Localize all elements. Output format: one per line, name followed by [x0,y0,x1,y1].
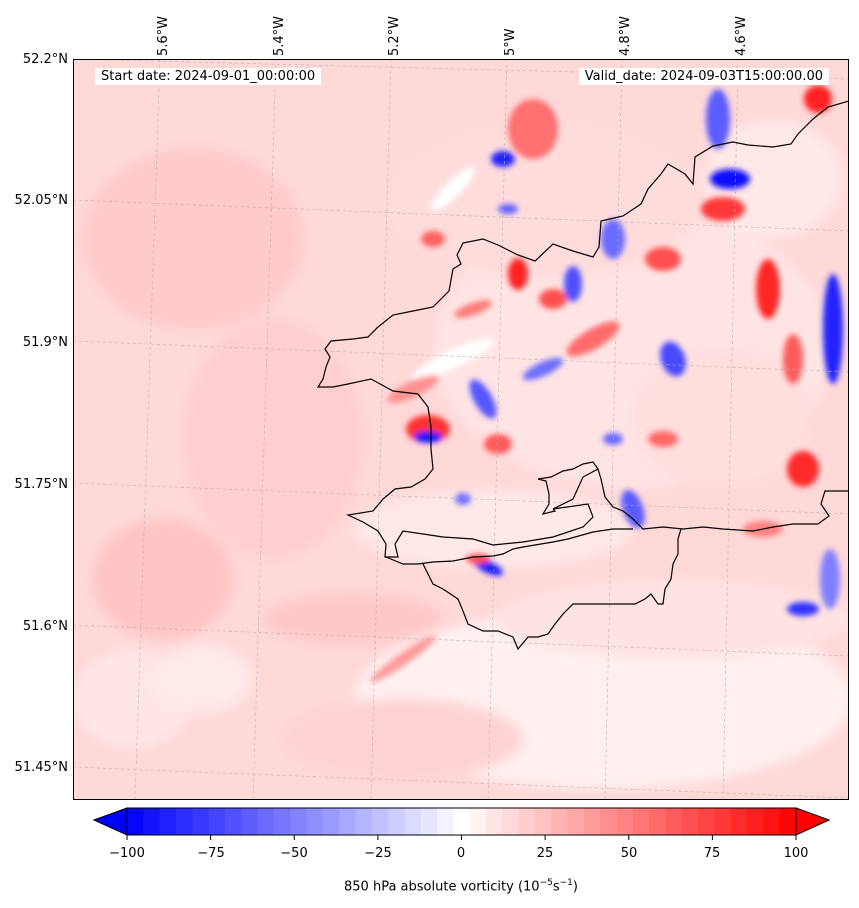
lat-label-51-45: 51.45°N [14,760,68,775]
tick-label-50: 50 [620,846,638,861]
colorbar [92,807,831,840]
tick-label-0: 0 [456,846,466,861]
colorbar-cell [518,808,536,835]
tick-label-minus-25: −25 [364,846,392,861]
colorbar-cell [681,808,699,835]
start-date-label: Start date: 2024-09-01_00:00:00 [95,68,322,85]
tick-label-100: 100 [783,846,809,861]
lat-label-51-9: 51.9°N [22,335,68,350]
tick-label-minus-75: −75 [197,846,225,861]
colorbar-cell [175,808,193,835]
lon-label-5: 5°W [503,28,518,56]
colorbar-cell [241,808,259,835]
colorbar-title-end: ) [572,879,578,895]
map-border [73,59,849,800]
colorbar-cell [730,808,748,835]
colorbar-cell [192,808,210,835]
lat-label-51-6: 51.6°N [22,619,68,634]
colorbar-cell [616,808,634,835]
lat-label-52-2: 52.2°N [22,52,68,67]
colorbar-cell [371,808,389,835]
colorbar-title: 850 hPa absolute vorticity (10−5s−1) [344,878,578,894]
lat-label-51-75: 51.75°N [14,477,68,492]
colorbar-cell [649,808,667,835]
colorbar-cell [224,808,242,835]
colorbar-cell [600,808,618,835]
colorbar-cells [127,808,797,835]
colorbar-title-exp2: −1 [559,878,573,888]
tick-label-75: 75 [703,846,721,861]
colorbar-cell [551,808,569,835]
colorbar-cell [420,808,438,835]
colorbar-extend-min [92,807,128,836]
colorbar-cell [355,808,373,835]
colorbar-title-exp1: −5 [539,878,553,888]
coastline [316,100,849,651]
colorbar-cell [127,808,144,835]
colorbar-cell [567,808,585,835]
colorbar-cell [322,808,340,835]
colorbar-cell [779,808,797,835]
colorbar-cell [290,808,308,835]
colorbar-cell [453,808,471,835]
lon-label-5-4: 5.4°W [272,15,287,56]
colorbar-cell [469,808,487,835]
colorbar-cell [159,808,177,835]
vorticity-map [73,59,849,800]
colorbar-cell [763,808,781,835]
colorbar-cell [339,808,357,835]
colorbar-cell [698,808,716,835]
colorbar-cell [632,808,650,835]
colorbar-cell [665,808,683,835]
tick-label-25: 25 [536,846,554,861]
lon-label-4-6: 4.6°W [734,15,749,56]
vorticity-features [370,85,843,683]
tick-label-minus-100: −100 [109,846,145,861]
colorbar-cell [306,808,324,835]
colorbar-title-mid: s [552,879,560,895]
colorbar-cell [143,808,161,835]
colorbar-cell [583,808,601,835]
colorbar-ticks [126,835,797,840]
colorbar-cell [714,808,732,835]
lat-label-52-05: 52.05°N [14,193,68,208]
colorbar-cell [485,808,503,835]
lon-label-5-6: 5.6°W [156,15,171,56]
colorbar-cell [534,808,552,835]
valid-date-label: Valid_date: 2024-09-03T15:00:00.00 [578,68,829,85]
colorbar-cell [388,808,405,835]
colorbar-cell [208,808,226,835]
colorbar-extend-max [795,807,831,836]
colorbar-cell [747,808,764,835]
colorbar-title-main: 850 hPa absolute vorticity (10 [344,879,540,895]
tick-label-minus-50: −50 [280,846,308,861]
colorbar-cell [404,808,422,835]
colorbar-cell [437,808,454,835]
lon-label-5-2: 5.2°W [387,15,402,56]
colorbar-cell [273,808,291,835]
colorbar-cell [502,808,520,835]
colorbar-cell [257,808,275,835]
lon-label-4-8: 4.8°W [618,15,633,56]
